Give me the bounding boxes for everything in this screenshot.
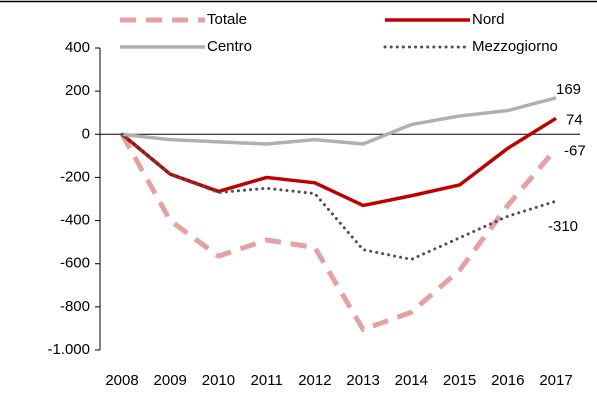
series-line (119, 133, 558, 333)
y-tick-label: -600 (60, 255, 90, 272)
legend-label: Mezzogiorno (472, 38, 558, 55)
end-label: -310 (548, 218, 578, 235)
y-tick-label: 200 (65, 82, 90, 99)
y-tick-label: 0 (82, 125, 90, 142)
y-tick-label: -200 (60, 168, 90, 185)
x-tick-label: 2012 (298, 372, 331, 389)
series-line (120, 132, 558, 261)
x-tick-label: 2008 (105, 372, 138, 389)
x-tick-label: 2009 (154, 372, 187, 389)
end-label: 74 (566, 111, 583, 128)
x-tick-label: 2013 (346, 372, 379, 389)
legend-label: Nord (472, 11, 505, 28)
legend-label: Totale (207, 11, 247, 28)
end-label: -67 (564, 143, 586, 160)
series-line (121, 96, 557, 146)
x-tick-label: 2010 (202, 372, 235, 389)
x-tick-label: 2014 (395, 372, 428, 389)
y-tick-label: -1.000 (47, 341, 90, 358)
x-tick-label: 2015 (443, 372, 476, 389)
y-tick-label: -400 (60, 212, 90, 229)
end-label: 169 (556, 81, 581, 98)
legend-label: Centro (207, 38, 252, 55)
x-tick-label: 2017 (539, 372, 572, 389)
series-line (120, 116, 557, 208)
y-tick-label: 400 (65, 39, 90, 56)
y-tick-label: -800 (60, 298, 90, 315)
x-tick-label: 2011 (251, 372, 283, 389)
x-tick-label: 2016 (491, 372, 524, 389)
